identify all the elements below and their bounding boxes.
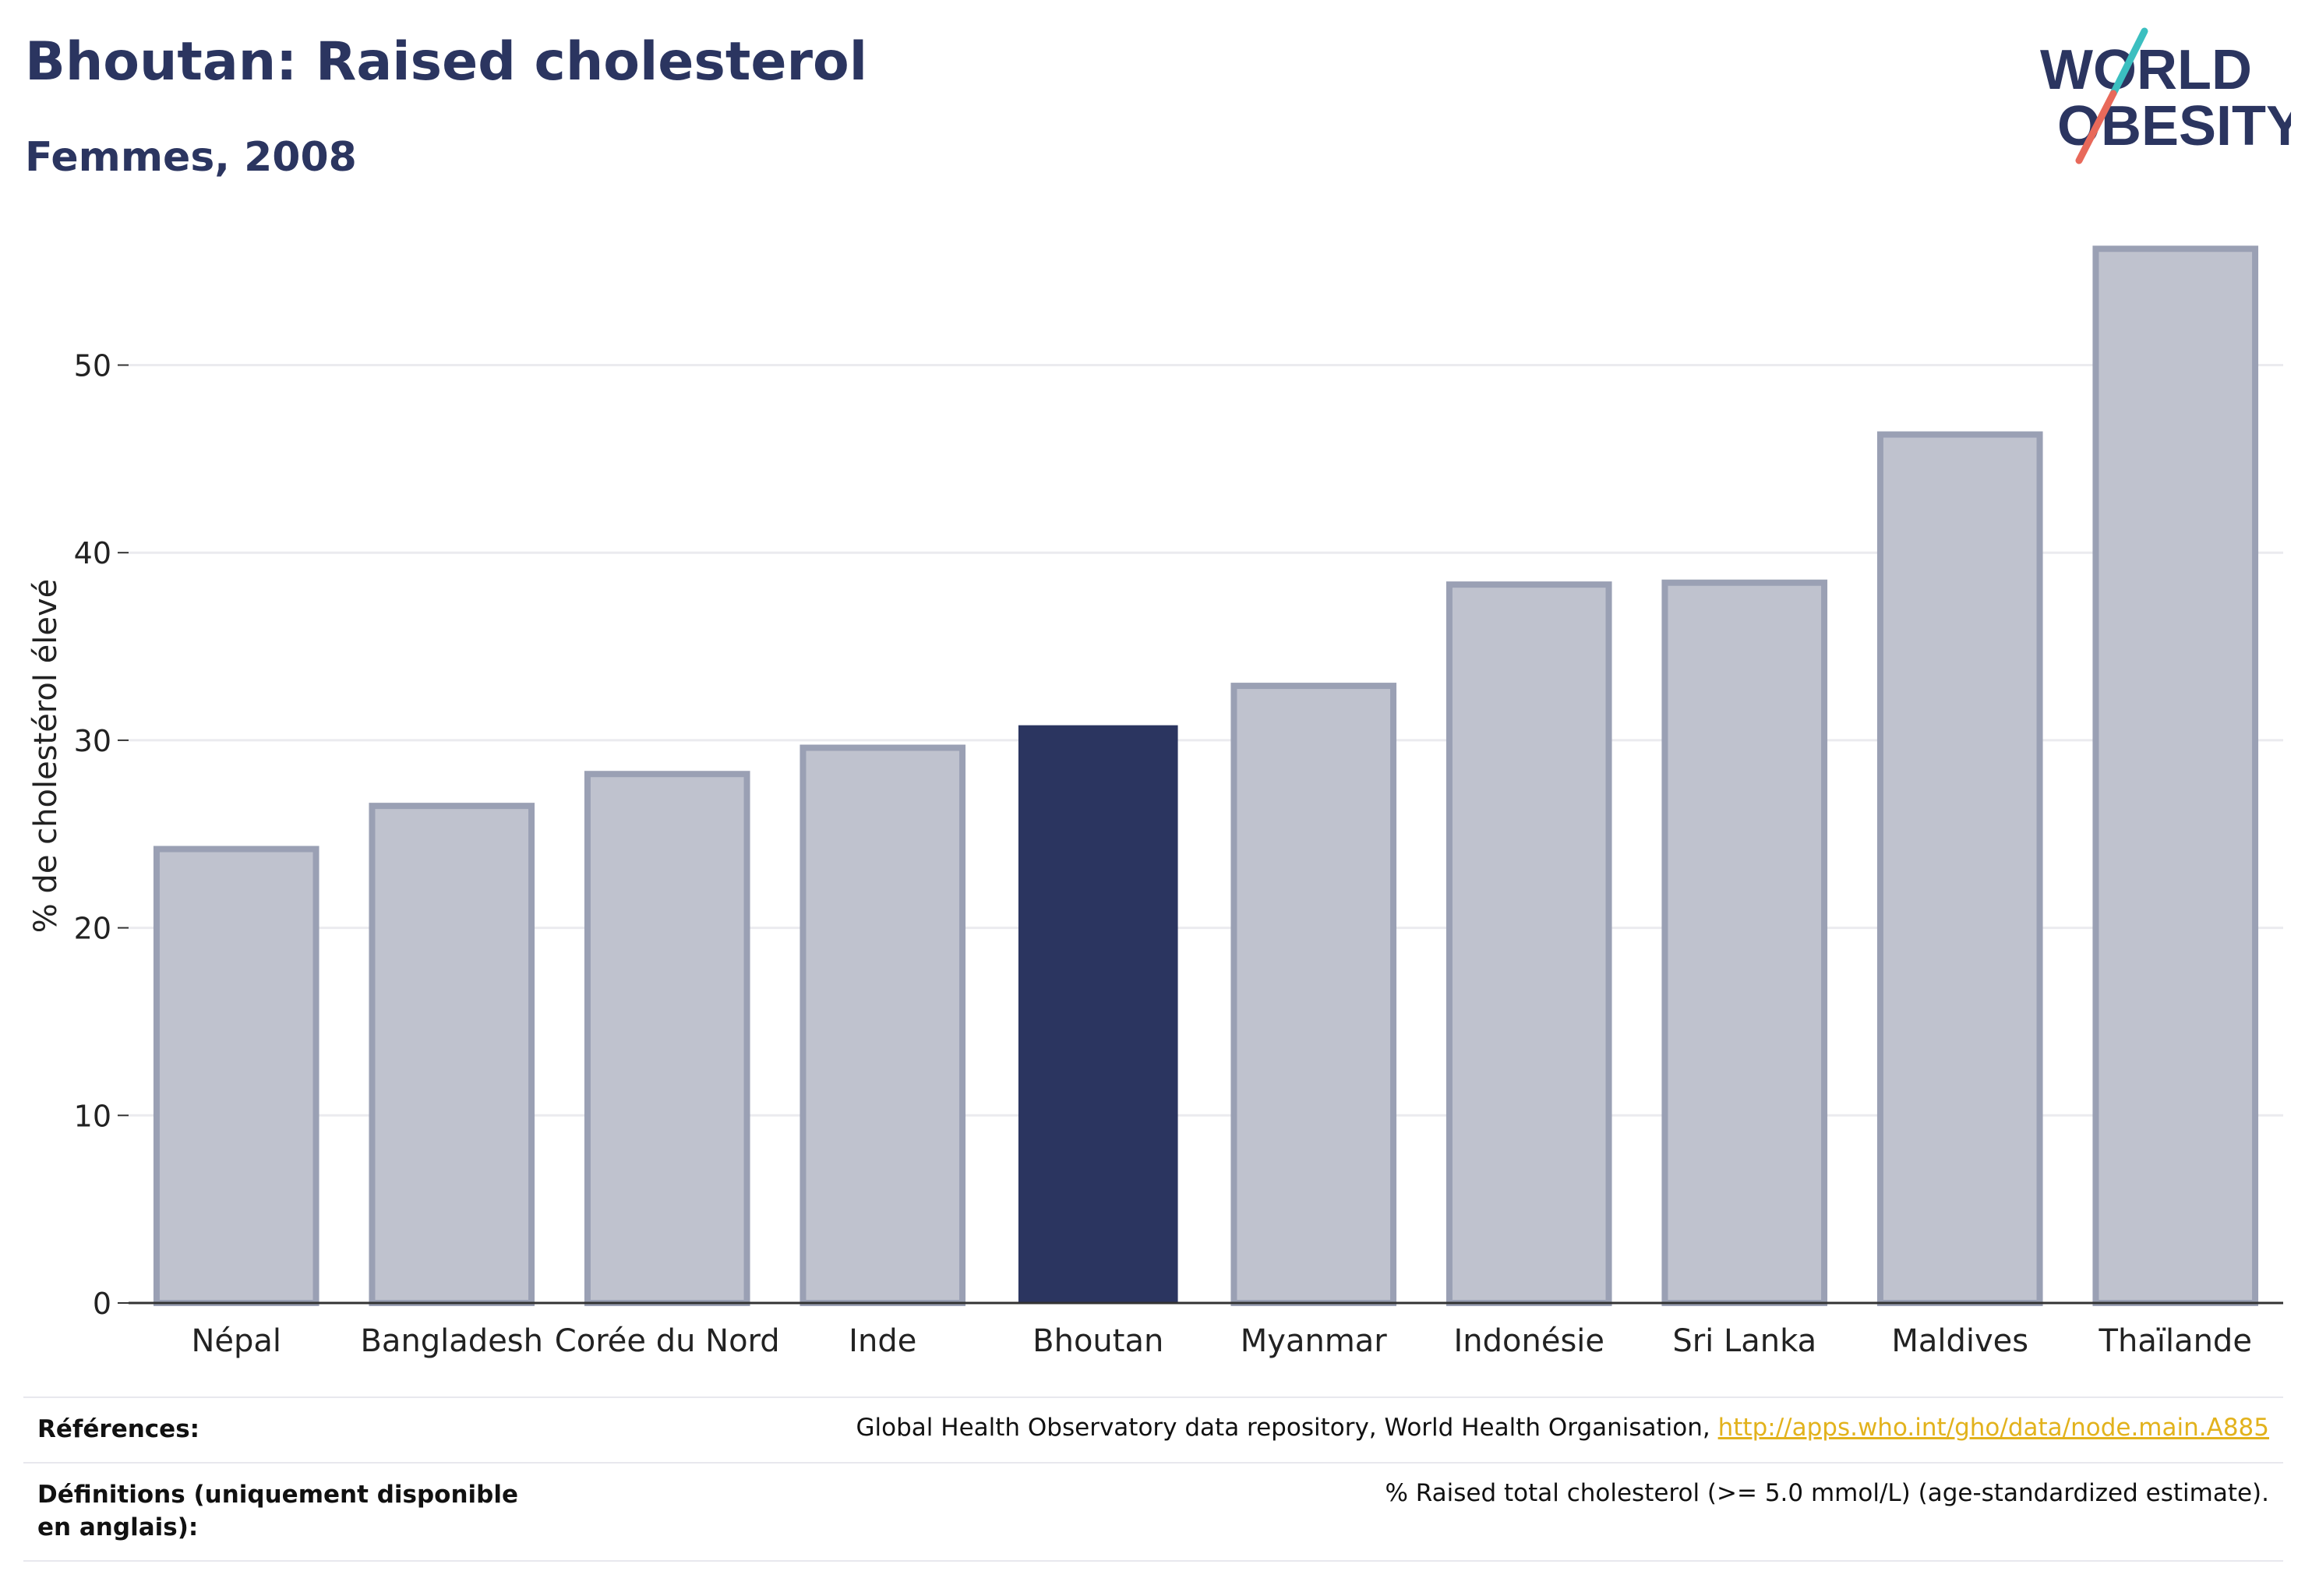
y-axis-label: % de cholestérol élevé (28, 579, 64, 934)
y-tick-label: 0 (93, 1287, 111, 1321)
y-tick-label: 50 (74, 348, 111, 383)
logo-slash-teal (2109, 27, 2148, 97)
bars (153, 245, 2259, 1307)
chart-subtitle: Femmes, 2008 (25, 134, 357, 181)
references-value: Global Health Observatory data repositor… (566, 1398, 2283, 1462)
bar-indon-sie[interactable] (1445, 581, 1612, 1306)
y-tick-label: 10 (74, 1099, 111, 1133)
x-tick-label: Maldives (1891, 1323, 2028, 1359)
definitions-value: % Raised total cholesterol (>= 5.0 mmol/… (1385, 1478, 2269, 1507)
references-label: Références: (37, 1415, 200, 1443)
references-table: Références: Global Health Observatory da… (23, 1396, 2283, 1562)
bar-sri-lanka[interactable] (1661, 579, 1828, 1306)
x-tick-label: Myanmar (1241, 1323, 1388, 1359)
references-row: Références: Global Health Observatory da… (23, 1396, 2283, 1462)
x-tick-label: Sri Lanka (1672, 1323, 1816, 1359)
x-tick-label: Inde (849, 1323, 916, 1359)
bar-inde[interactable] (800, 744, 966, 1306)
logo-slash-coral (2075, 90, 2117, 164)
y-tick-label: 30 (74, 724, 111, 758)
definitions-row: Définitions (uniquement disponible en an… (23, 1461, 2283, 1562)
bar-cor-e-du-nord[interactable] (584, 771, 750, 1306)
chart-title: Bhoutan: Raised cholesterol (25, 31, 868, 93)
y-tick-label: 20 (74, 912, 111, 946)
world-obesity-logo: WORLD OBESITY (2040, 27, 2291, 164)
references-link[interactable]: http://apps.who.int/gho/data/node.main.A… (1717, 1414, 2269, 1442)
bar-chart: 0 10 20 30 40 50 Népal Bangladesh Corée du Nord I… (28, 245, 2283, 1359)
bar-myanmar[interactable] (1230, 683, 1397, 1306)
bar-bangladesh[interactable] (369, 803, 535, 1306)
x-tick-label: Bhoutan (1032, 1323, 1163, 1359)
y-tick-label: 40 (74, 536, 111, 570)
bar-maldives[interactable] (1876, 431, 2043, 1306)
x-tick-label: Corée du Nord (555, 1323, 780, 1359)
x-tick-label: Népal (191, 1323, 281, 1359)
bar-tha-lande[interactable] (2092, 245, 2259, 1307)
definitions-label: Définitions (uniquement disponible en an… (37, 1480, 519, 1541)
x-tick-label: Bangladesh (360, 1323, 543, 1359)
logo-word-world: WORLD (2040, 39, 2252, 101)
x-tick-label: Thaïlande (2099, 1323, 2252, 1359)
axes: 0 10 20 30 40 50 Népal Bangladesh Corée du Nord I… (74, 348, 2283, 1359)
bar-bhoutan[interactable] (1018, 725, 1178, 1303)
bar-n-pal[interactable] (153, 846, 319, 1306)
x-tick-label: Indonésie (1453, 1323, 1604, 1359)
references-text: Global Health Observatory data repositor… (856, 1414, 1718, 1442)
